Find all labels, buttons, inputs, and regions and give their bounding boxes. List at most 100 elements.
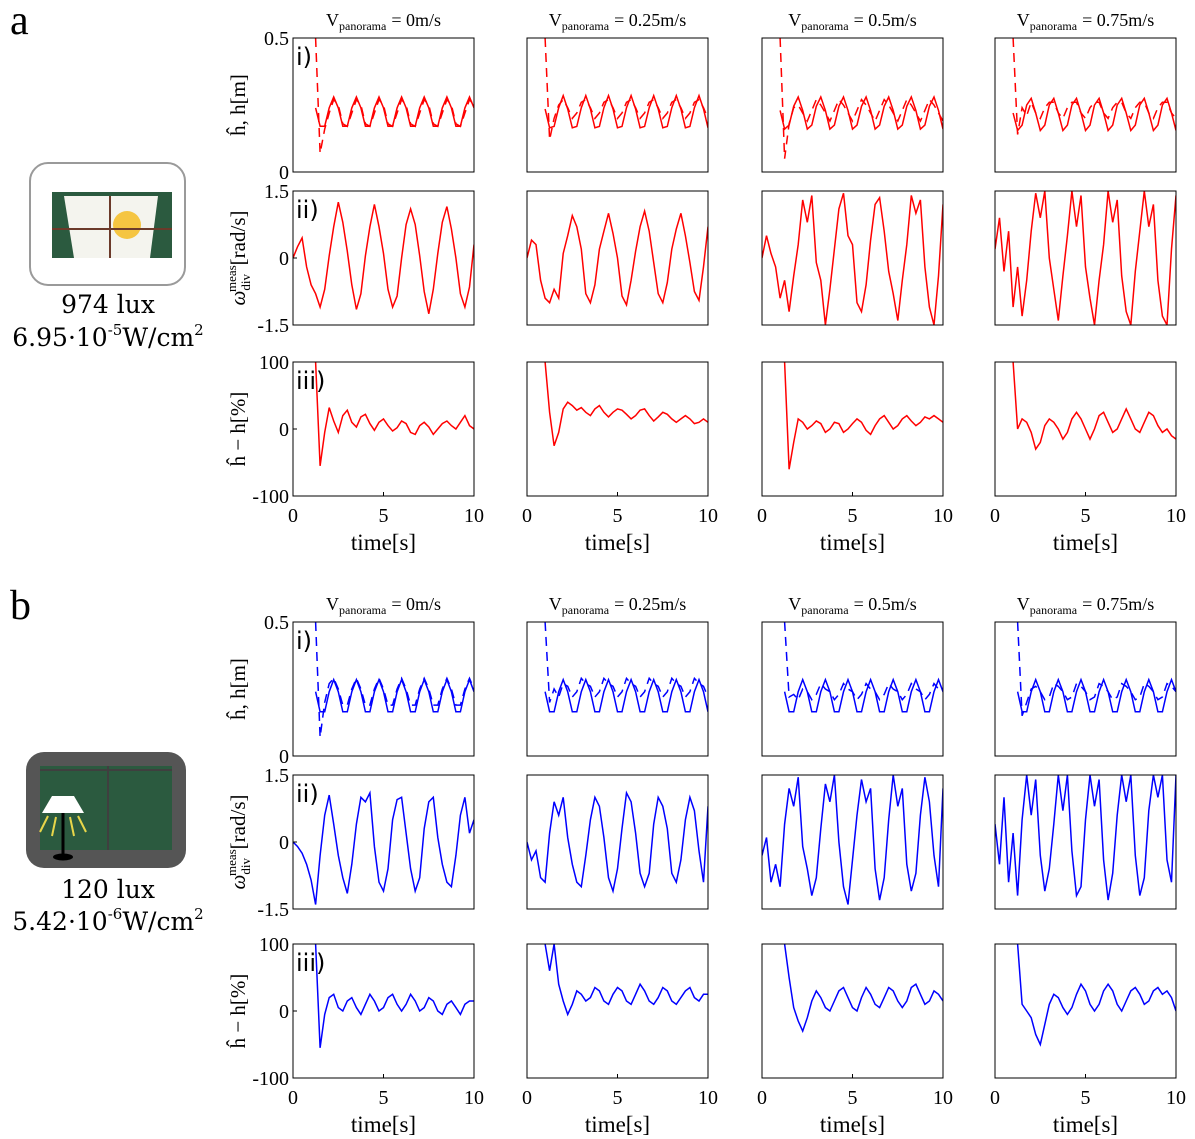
- title-rest: = 0.25m/s: [614, 594, 686, 614]
- subplot: 0 0.5 Vpanorama = 0m/s i) ĥ, h[m]: [226, 594, 475, 768]
- y-tick-label: -1.5: [257, 899, 289, 921]
- title-main: V: [788, 594, 801, 614]
- title-main: V: [788, 10, 801, 30]
- x-tick-label: 10: [1166, 1087, 1186, 1109]
- axes-box: [761, 190, 944, 326]
- y-tick-label: 100: [259, 934, 289, 956]
- y-tick-label: 0.5: [264, 612, 289, 634]
- x-tick-label: 5: [379, 505, 389, 527]
- y-tick-label: 1.5: [264, 765, 289, 787]
- axes-box: [526, 37, 709, 173]
- data-line: [1016, 944, 1176, 1047]
- data-line: [544, 622, 708, 703]
- row-label: ii): [296, 196, 319, 224]
- x-tick-label: 5: [613, 1087, 623, 1109]
- x-tick-label: 0: [288, 1087, 298, 1109]
- irradiance-unit: W/cm: [122, 907, 194, 936]
- x-tick-label: 5: [379, 1087, 389, 1109]
- x-tick-label: 5: [848, 1087, 858, 1109]
- ylabel-sub: div: [238, 274, 253, 291]
- subplot: 0 5 10 time[s]: [757, 361, 953, 555]
- axes-box: [761, 621, 944, 757]
- icon-sun: [113, 211, 141, 239]
- data-line: [544, 944, 708, 1017]
- ylabel-symbol: ω: [226, 291, 250, 306]
- axes-box: [292, 621, 475, 757]
- lamp-icon: [26, 752, 186, 868]
- title-rest: = 0.25m/s: [614, 10, 686, 30]
- x-axis-label: time[s]: [351, 530, 416, 555]
- title-sub: panorama: [1030, 603, 1078, 617]
- data-line: [293, 790, 474, 905]
- irradiance-mantissa: 6.95·10: [12, 323, 107, 352]
- ylabel-sup: meas: [224, 265, 239, 292]
- data-line: [527, 790, 708, 894]
- title-sub: panorama: [801, 603, 849, 617]
- y-tick-label: 0: [279, 1001, 289, 1023]
- y-tick-label: 0: [279, 746, 289, 768]
- axes-box: [526, 621, 709, 757]
- column-title: Vpanorama = 0.75m/s: [1017, 594, 1154, 617]
- y-tick-label: 0: [279, 162, 289, 184]
- y-tick-label: 0: [279, 832, 289, 854]
- axes-box: [994, 774, 1177, 910]
- x-axis-label: time[s]: [351, 1112, 416, 1137]
- x-tick-label: 0: [757, 505, 767, 527]
- y-axis-label: ωdivmeas[rad/s]: [224, 211, 253, 306]
- ray: [51, 816, 57, 837]
- subplot: -1.5 0 1.5 ii) ωdivmeas[rad/s]: [224, 765, 475, 921]
- data-line: [314, 622, 474, 738]
- y-tick-label: 0: [279, 419, 289, 441]
- subplot: Vpanorama = 0.75m/s: [994, 594, 1177, 757]
- title-rest: = 0.75m/s: [1082, 10, 1154, 30]
- ray: [39, 815, 49, 833]
- subplot: 0 5 10 time[s]: [522, 943, 718, 1137]
- ylabel-sup: meas: [224, 849, 239, 876]
- title-main: V: [326, 10, 339, 30]
- y-tick-label: 100: [259, 352, 289, 374]
- x-tick-label: 10: [464, 1087, 484, 1109]
- data-line: [1016, 622, 1176, 717]
- column-title: Vpanorama = 0.75m/s: [1017, 10, 1154, 33]
- x-tick-label: 10: [464, 505, 484, 527]
- subplot: [761, 774, 944, 910]
- irradiance-unit-power: 2: [194, 321, 204, 339]
- x-tick-label: 5: [613, 505, 623, 527]
- ylabel-unit: [rad/s]: [226, 211, 250, 266]
- y-tick-label: 0: [279, 248, 289, 270]
- ray: [69, 816, 75, 837]
- x-axis-label: time[s]: [820, 530, 885, 555]
- title-sub: panorama: [339, 603, 387, 617]
- data-line: [783, 622, 943, 702]
- axes-box: [761, 943, 944, 1079]
- x-tick-label: 10: [933, 1087, 953, 1109]
- x-axis-label: time[s]: [820, 1112, 885, 1137]
- column-title: Vpanorama = 0.5m/s: [788, 10, 916, 33]
- row-label: ii): [296, 780, 319, 808]
- irradiance-unit-power: 2: [194, 905, 204, 923]
- title-main: V: [549, 594, 562, 614]
- data-line: [544, 362, 708, 447]
- subplot: Vpanorama = 0.5m/s: [761, 10, 944, 173]
- data-line: [995, 775, 1176, 901]
- title-rest: = 0.5m/s: [854, 594, 917, 614]
- title-sub: panorama: [562, 603, 610, 617]
- title-sub: panorama: [339, 19, 387, 33]
- y-tick-label: 0.5: [264, 28, 289, 50]
- title-sub: panorama: [1030, 19, 1078, 33]
- ray: [77, 815, 87, 833]
- axes-box: [526, 943, 709, 1079]
- title-rest: = 0m/s: [391, 10, 441, 30]
- subplot: [526, 190, 709, 326]
- subplot: Vpanorama = 0.25m/s: [526, 10, 709, 173]
- lux-label: 974 lux: [61, 290, 155, 319]
- panel-label: a: [10, 0, 29, 44]
- column-title: Vpanorama = 0.25m/s: [549, 594, 686, 617]
- data-line: [1012, 96, 1176, 133]
- subplot: -1.5 0 1.5 ii) ωdivmeas[rad/s]: [224, 181, 475, 337]
- ylabel-symbol: ω: [226, 875, 250, 890]
- y-axis-label: ĥ, h[m]: [226, 658, 250, 720]
- x-tick-label: 10: [933, 505, 953, 527]
